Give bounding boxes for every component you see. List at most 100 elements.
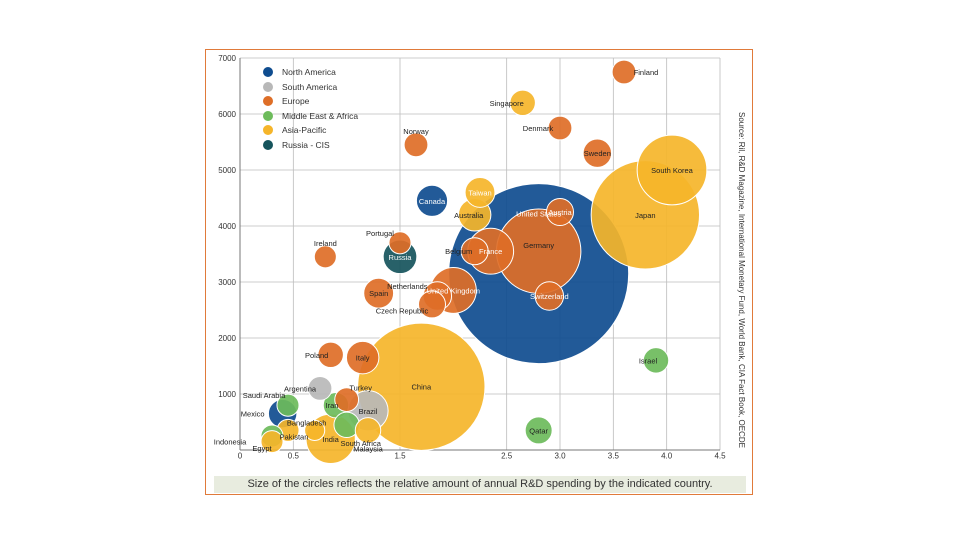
legend-label: Europe xyxy=(282,96,310,106)
bubble-label-south-korea: South Korea xyxy=(651,166,694,175)
legend-label: Russia - CIS xyxy=(282,140,330,150)
bubble-label-egypt: Egypt xyxy=(252,444,272,453)
bubble-label-portugal: Portugal xyxy=(366,229,394,238)
bubble-label-india: India xyxy=(323,435,340,444)
bubble-sweden xyxy=(582,138,613,168)
y-tick-label: 2000 xyxy=(218,334,236,343)
x-tick-label: 1.5 xyxy=(394,452,406,461)
bubble-label-switzerland: Switzerland xyxy=(530,292,569,301)
source-text: Source: Ril, R&D Magazine, International… xyxy=(737,112,746,448)
bubble-indonesia xyxy=(260,430,284,454)
bubble-label-russia: Russia xyxy=(389,253,413,262)
bubble-norway xyxy=(403,132,429,158)
bubble-label-germany: Germany xyxy=(523,241,554,250)
bubble-label-israel: Israel xyxy=(639,356,658,365)
bubble-israel xyxy=(642,347,670,374)
bubble-label-spain: Spain xyxy=(369,289,388,298)
bubble-label-qatar: Qatar xyxy=(529,426,548,435)
bubble-czech-republic xyxy=(418,290,446,319)
legend-swatch xyxy=(263,82,273,92)
bubble-label-poland: Poland xyxy=(305,351,328,360)
bubble-label-china: China xyxy=(412,383,432,392)
bubble-switzerland xyxy=(534,281,565,311)
bubble-saudi-arabia xyxy=(276,393,300,417)
bubble-label-japan: Japan xyxy=(635,211,655,220)
bubble-label-saudi-arabia: Saudi Arabia xyxy=(243,391,286,400)
x-tick-label: 0 xyxy=(238,452,243,461)
bubble-label-ireland: Ireland xyxy=(314,239,337,248)
bubble-label-south-africa: South Africa xyxy=(340,439,381,448)
bubble-austria xyxy=(546,198,574,226)
bubble-label-sweden: Sweden xyxy=(584,149,611,158)
bubble-turkey xyxy=(334,387,360,413)
y-tick-label: 4000 xyxy=(218,222,236,231)
bubble-ireland xyxy=(313,245,337,269)
legend-swatch xyxy=(263,67,273,77)
bubble-label-denmark: Denmark xyxy=(523,124,554,133)
bubble-label-norway: Norway xyxy=(403,127,429,136)
bubble-label-malaysia: Malaysia xyxy=(353,444,383,453)
bubble-label-taiwan: Taiwan xyxy=(468,188,491,197)
bubble-label-belgium: Belgium xyxy=(445,247,472,256)
legend-swatch xyxy=(263,111,273,121)
x-tick-label: 0.5 xyxy=(288,452,300,461)
bubble-bangladesh xyxy=(304,419,326,441)
bubble-label-united-states: United States xyxy=(516,210,561,219)
y-tick-label: 5000 xyxy=(218,166,236,175)
bubble-qatar xyxy=(524,416,553,445)
bubble-label-indonesia: Indonesia xyxy=(214,438,247,447)
y-tick-label: 1000 xyxy=(218,390,236,399)
bubble-label-brazil: Brazil xyxy=(359,407,378,416)
bubble-label-italy: Italy xyxy=(356,354,370,363)
bubble-label-singapore: Singapore xyxy=(490,99,524,108)
source-note: Source: Ril, R&D Magazine, International… xyxy=(734,112,748,462)
bubble-spain xyxy=(363,277,395,309)
chart-caption: Size of the circles reflects the relativ… xyxy=(214,476,746,493)
legend-label: North America xyxy=(282,67,336,77)
x-tick-label: 4.5 xyxy=(714,452,726,461)
y-tick-label: 6000 xyxy=(218,110,236,119)
bubble-label-france: France xyxy=(479,247,502,256)
bubble-canada xyxy=(415,184,449,217)
bubble-china xyxy=(357,322,486,451)
legend-swatch xyxy=(263,125,273,135)
bubble-finland xyxy=(611,59,637,85)
bubble-south-korea xyxy=(636,134,708,206)
bubble-poland xyxy=(317,341,344,369)
bubble-label-united-kingdom: United Kingdom xyxy=(427,286,480,295)
bubble-labels: United States China Japan Germany South Kore… xyxy=(214,68,694,453)
bubble-label-bangladesh: Bangladesh xyxy=(287,418,327,427)
bubble-label-canada: Canada xyxy=(419,197,446,206)
x-tick-label: 3.0 xyxy=(554,452,566,461)
bubble-label-austria: Austria xyxy=(548,208,572,217)
bubble-portugal xyxy=(388,231,412,255)
legend-swatch xyxy=(263,96,273,106)
bubble-label-finland: Finland xyxy=(634,68,659,77)
bubble-malaysia xyxy=(354,417,382,444)
bubble-label-argentina: Argentina xyxy=(284,384,317,393)
axis-ticks: 0 0.5 1.5 2.5 3.0 3.5 4.0 4.5 1000 2000 3000 4000 50… xyxy=(218,54,726,461)
bubble-label-czech-republic: Czech Republic xyxy=(376,306,429,315)
bubble-belgium xyxy=(460,237,489,266)
bubble-label-pakistan: Pakistan xyxy=(280,432,309,441)
bubble-label-mexico: Mexico xyxy=(241,410,265,419)
bubble-argentina xyxy=(307,375,333,401)
legend-label: South America xyxy=(282,82,338,92)
bubble-italy xyxy=(345,340,380,375)
bubble-label-australia: Australia xyxy=(454,211,484,220)
legend-swatch xyxy=(263,140,273,150)
y-tick-label: 3000 xyxy=(218,278,236,287)
bubbles xyxy=(260,59,708,464)
bubble-label-iran: Iran xyxy=(326,401,339,410)
bubble-label-turkey: Turkey xyxy=(349,384,372,393)
bubble-label-netherlands: Netherlands xyxy=(387,282,428,291)
legend-label: Asia-Pacific xyxy=(282,125,327,135)
x-tick-label: 2.5 xyxy=(501,452,513,461)
bubble-singapore xyxy=(509,89,536,117)
x-tick-label: 4.0 xyxy=(661,452,673,461)
x-tick-label: 3.5 xyxy=(608,452,620,461)
bubble-denmark xyxy=(547,115,573,141)
y-tick-label: 7000 xyxy=(218,54,236,63)
legend-label: Middle East & Africa xyxy=(282,111,359,121)
